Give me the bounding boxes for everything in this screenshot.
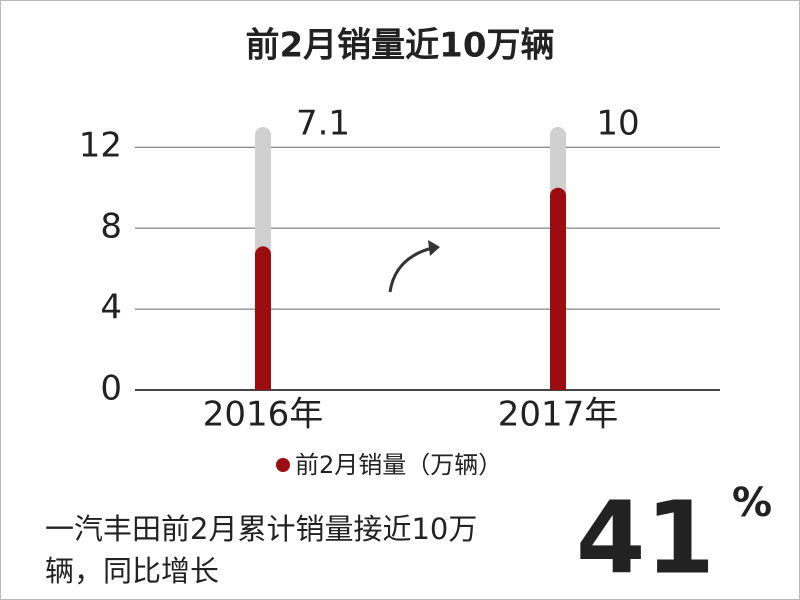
note: 一汽丰田前2月累计销量接近10万辆，同比增长 — [45, 512, 478, 588]
bar — [255, 246, 271, 390]
value-label: 7.1 — [296, 104, 350, 144]
y-tick-label: 8 — [100, 207, 122, 247]
trend-arrow — [388, 246, 433, 293]
chart-title: 前2月销量近10万辆 — [246, 26, 555, 66]
x-tick-label: 2016年 — [203, 395, 324, 435]
growth-unit: % — [732, 480, 772, 526]
bar-base — [550, 374, 566, 390]
value-label: 10 — [596, 104, 639, 144]
trend-arrow-head — [428, 240, 440, 256]
bar — [550, 187, 566, 390]
x-tick-label: 2017年 — [498, 395, 619, 435]
growth-number: 41 — [576, 479, 715, 596]
bar-base — [255, 374, 271, 390]
legend-label: 前2月销量（万辆） — [295, 451, 502, 479]
y-tick-label: 4 — [100, 288, 122, 328]
legend-marker — [276, 458, 290, 472]
y-tick-label: 12 — [79, 126, 122, 166]
y-tick-label: 0 — [100, 369, 122, 409]
